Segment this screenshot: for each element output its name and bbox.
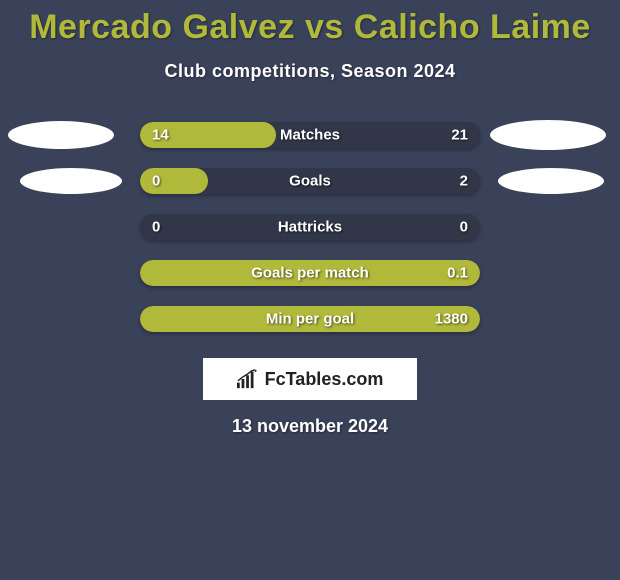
stat-left-value: 0 <box>152 219 160 236</box>
logo-box: FcTables.com <box>203 358 417 400</box>
stat-row: 0 Hattricks 0 <box>0 204 620 250</box>
page-title: Mercado Galvez vs Calicho Laime <box>0 8 620 47</box>
stat-label: Goals per match <box>251 265 369 282</box>
decorative-ellipse <box>8 121 114 149</box>
stat-label: Goals <box>289 173 331 190</box>
stat-right-value: 2 <box>460 173 468 190</box>
stat-bar: Goals per match 0.1 <box>140 260 480 286</box>
decorative-ellipse <box>20 168 122 194</box>
stat-row: 0 Goals 2 <box>0 158 620 204</box>
stat-row: Goals per match 0.1 <box>0 250 620 296</box>
stat-row: 14 Matches 21 <box>0 112 620 158</box>
logo-text: FcTables.com <box>265 369 384 390</box>
stat-left-value: 14 <box>152 127 169 144</box>
stat-right-value: 1380 <box>435 311 468 328</box>
decorative-ellipse <box>490 120 606 150</box>
stat-right-value: 0.1 <box>447 265 468 282</box>
date-text: 13 november 2024 <box>0 416 620 437</box>
stat-bar: Min per goal 1380 <box>140 306 480 332</box>
decorative-ellipse <box>498 168 604 194</box>
stat-row: Min per goal 1380 <box>0 296 620 342</box>
chart-icon <box>237 369 259 389</box>
stat-bar: 0 Goals 2 <box>140 168 480 194</box>
comparison-infographic: Mercado Galvez vs Calicho Laime Club com… <box>0 0 620 437</box>
stat-right-value: 0 <box>460 219 468 236</box>
stat-label: Matches <box>280 127 340 144</box>
stat-bar: 14 Matches 21 <box>140 122 480 148</box>
stat-bar-fill <box>140 168 208 194</box>
stat-left-value: 0 <box>152 173 160 190</box>
stat-label: Min per goal <box>266 311 354 328</box>
stat-bar: 0 Hattricks 0 <box>140 214 480 240</box>
stat-rows: 14 Matches 21 0 Goals 2 0 Hattricks 0 Goals per m… <box>0 112 620 342</box>
stat-label: Hattricks <box>278 219 342 236</box>
page-subtitle: Club competitions, Season 2024 <box>0 61 620 82</box>
stat-right-value: 21 <box>451 127 468 144</box>
